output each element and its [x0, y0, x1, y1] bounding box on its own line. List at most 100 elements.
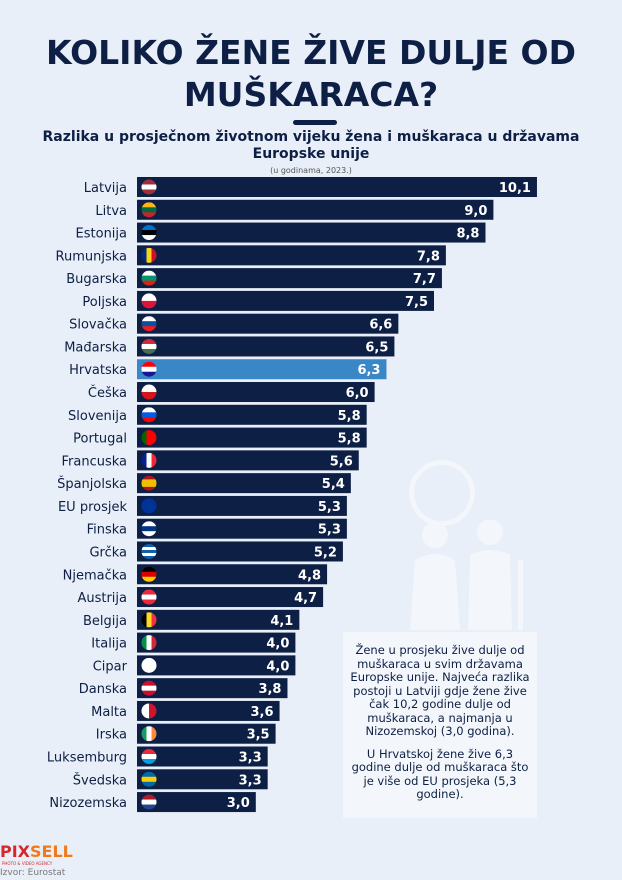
chart-subtitle: Razlika u prosječnom životnom vijeku žen… [42, 129, 580, 162]
country-label: Mađarska [64, 340, 127, 355]
flag-icon [141, 635, 157, 651]
country-label: Poljska [82, 295, 127, 310]
value-label: 3,0 [227, 796, 250, 811]
flag-icon [141, 361, 157, 377]
country-label: Portugal [73, 432, 127, 447]
country-label: Cipar [93, 659, 128, 674]
flag-icon [141, 657, 157, 673]
elderly-couple-icon [410, 520, 523, 630]
unit-note: (u godinama, 2023.) [270, 166, 352, 175]
flag-icon [141, 589, 157, 605]
flag-icon [141, 179, 157, 195]
bar [137, 792, 256, 813]
value-label: 5,3 [318, 523, 341, 538]
bar [137, 450, 359, 471]
bar [137, 655, 296, 676]
value-label: 4,7 [294, 591, 317, 606]
bar [137, 268, 442, 289]
bar [137, 632, 296, 653]
country-label: Španjolska [57, 476, 127, 492]
country-label: Finska [87, 523, 127, 538]
value-label: 7,7 [413, 272, 436, 287]
info-box: Žene u prosjeku žive dulje od muškaraca … [343, 632, 537, 818]
value-label: 7,5 [405, 295, 428, 310]
flag-icon [141, 498, 157, 514]
value-label: 4,1 [270, 614, 293, 629]
value-label: 5,8 [338, 409, 361, 424]
country-label: Rumunjska [56, 249, 127, 264]
country-label: EU prosjek [58, 500, 128, 515]
country-label: Francuska [61, 454, 127, 469]
country-label: Belgija [83, 614, 127, 629]
value-label: 3,3 [239, 773, 262, 788]
value-label: 3,6 [251, 705, 274, 720]
flag-icon [141, 430, 157, 446]
info-text-1: Žene u prosjeku žive dulje od muškaraca … [350, 643, 530, 738]
flag-icon [141, 384, 157, 400]
country-label: Italija [91, 637, 127, 652]
bar [137, 290, 434, 311]
flag-icon [141, 338, 157, 354]
value-label: 5,2 [314, 545, 337, 560]
country-label: Slovenija [68, 409, 127, 424]
bar [137, 336, 395, 357]
value-label: 6,0 [346, 386, 369, 401]
bar [137, 518, 347, 539]
country-label: Danska [79, 682, 127, 697]
bar [137, 222, 486, 243]
flag-icon [141, 726, 157, 742]
value-label: 3,8 [258, 682, 281, 697]
value-label: 5,3 [318, 500, 341, 515]
country-label: Bugarska [66, 272, 127, 287]
country-label: Malta [91, 705, 127, 720]
bar [137, 723, 276, 744]
bar [137, 359, 387, 380]
value-label: 6,5 [365, 340, 388, 355]
flag-icon [141, 202, 157, 218]
value-label: 9,0 [464, 204, 487, 219]
bar [137, 313, 399, 334]
value-label: 10,1 [499, 181, 531, 196]
country-label: Slovačka [69, 318, 127, 333]
country-label: Luksemburg [47, 751, 127, 766]
value-label: 4,0 [266, 659, 289, 674]
bar [137, 177, 537, 197]
flag-icon [141, 316, 157, 332]
value-label: 3,5 [247, 728, 270, 743]
bar [137, 427, 367, 448]
bar [137, 382, 375, 403]
bar [137, 587, 324, 608]
bar [137, 746, 268, 767]
bar [137, 700, 280, 721]
bar [137, 609, 300, 630]
value-label: 6,3 [357, 363, 380, 378]
logo-tagline: PHOTO & VIDEO AGENCY [2, 861, 53, 866]
country-label: Češka [88, 385, 127, 401]
bar [137, 404, 367, 425]
country-label: Nizozemska [49, 796, 127, 811]
flag-icon [141, 452, 157, 468]
value-label: 5,4 [322, 477, 345, 492]
flag-icon [141, 293, 157, 309]
flag-icon [141, 407, 157, 423]
country-label: Irska [96, 728, 127, 743]
flag-icon [141, 612, 157, 628]
bar [137, 541, 343, 562]
bar [137, 473, 351, 494]
flag-icon [141, 521, 157, 537]
bar [137, 495, 347, 516]
bar [137, 769, 268, 790]
flag-icon [141, 475, 157, 491]
value-label: 5,8 [338, 432, 361, 447]
flag-icon [141, 771, 157, 787]
clock-icon [409, 460, 475, 526]
country-label: Njemačka [63, 568, 127, 583]
flag-icon [141, 794, 157, 810]
country-label: Grčka [89, 545, 127, 560]
country-label: Litva [95, 204, 127, 219]
country-label: Estonija [76, 227, 127, 242]
flag-icon [141, 543, 157, 559]
flag-icon [141, 566, 157, 582]
logo-text-a: PIX [0, 842, 31, 861]
